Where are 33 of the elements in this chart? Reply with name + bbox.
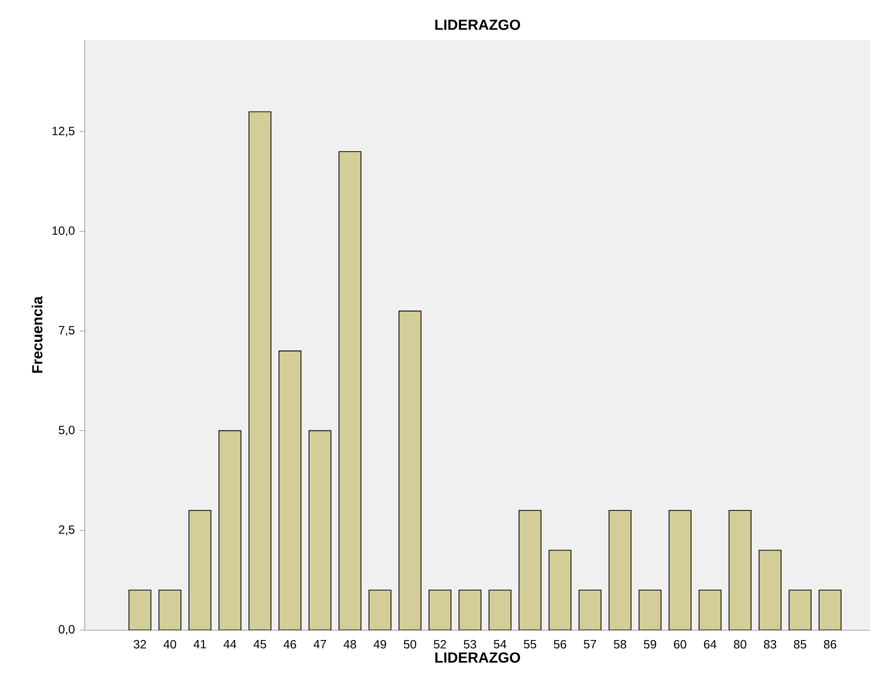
- y-tick-label: 12,5: [52, 126, 74, 137]
- x-tick-label: 58: [614, 640, 626, 649]
- x-tick-label: 55: [524, 640, 536, 648]
- y-tick-label: 5,0: [58, 426, 74, 436]
- x-tick-label: 54: [494, 640, 506, 648]
- x-tick-label: 45: [254, 640, 266, 648]
- x-tick-label: 86: [824, 640, 836, 649]
- x-axis-title: LIDERAZGO: [435, 652, 520, 663]
- x-tick-label: 40: [164, 640, 176, 649]
- chart-title: LIDERAZGO: [435, 20, 520, 30]
- y-tick-label: 2,5: [58, 525, 74, 536]
- x-tick-label: 50: [404, 640, 416, 649]
- x-tick-label: 47: [314, 640, 326, 648]
- y-tick-label: 10,0: [52, 226, 74, 236]
- x-tick-label: 59: [644, 640, 656, 649]
- x-tick-label: 46: [284, 640, 296, 649]
- x-tick-label: 57: [584, 640, 596, 648]
- x-tick-label: 48: [344, 640, 356, 649]
- x-tick-label: 80: [734, 640, 746, 649]
- x-tick-label: 52: [434, 640, 446, 649]
- x-tick-label: 85: [794, 640, 806, 649]
- y-tick-label: 7,5: [58, 326, 74, 336]
- x-tick-label: 32: [134, 640, 146, 649]
- x-tick-label: 56: [554, 640, 566, 649]
- x-tick-label: 64: [704, 640, 716, 649]
- x-tick-label: 41: [194, 640, 206, 648]
- x-tick-label: 83: [764, 640, 776, 649]
- x-tick-label: 44: [224, 640, 236, 648]
- y-axis-title: Frecuencia: [32, 296, 42, 373]
- y-tick-label: 0,0: [58, 625, 74, 635]
- x-tick-label: 60: [674, 640, 686, 649]
- x-tick-label: 53: [464, 640, 476, 649]
- x-tick-label: 49: [374, 640, 386, 649]
